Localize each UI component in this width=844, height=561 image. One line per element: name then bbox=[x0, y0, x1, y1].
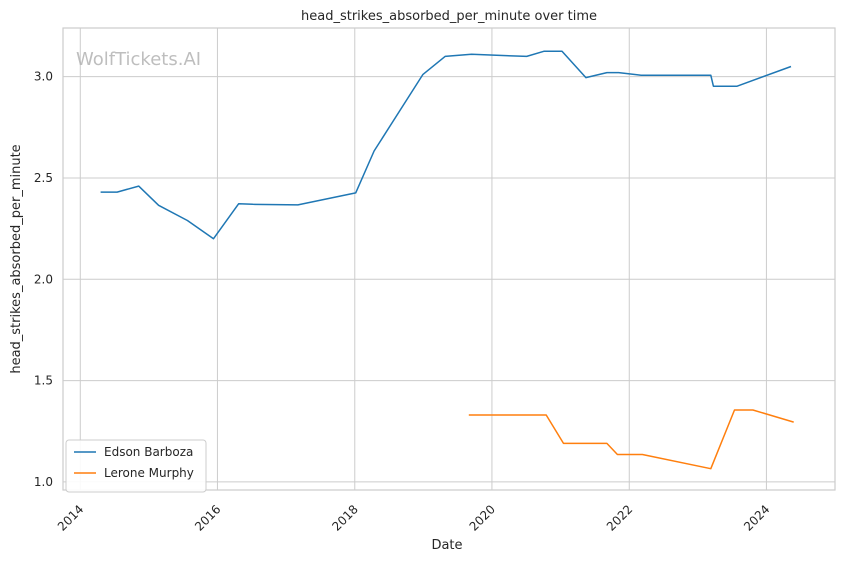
x-tick-label: 2022 bbox=[604, 502, 635, 533]
y-tick-label: 2.0 bbox=[34, 272, 53, 286]
y-tick-label: 1.0 bbox=[34, 475, 53, 489]
plot-frame bbox=[62, 27, 836, 491]
y-tick-labels: 1.0 1.5 2.0 2.5 3.0 bbox=[34, 70, 53, 489]
x-tick-label: 2020 bbox=[467, 502, 498, 533]
y-tick-label: 3.0 bbox=[34, 70, 53, 84]
series-line-0 bbox=[100, 50, 792, 240]
y-tick-label: 2.5 bbox=[34, 171, 53, 185]
grid-lines bbox=[63, 28, 835, 490]
x-tick-labels: 2014 2016 2018 2020 2022 2024 bbox=[55, 502, 773, 533]
x-tick-label: 2014 bbox=[55, 502, 86, 533]
series-line-1 bbox=[468, 409, 794, 470]
legend-box bbox=[65, 439, 207, 493]
x-tick-label: 2016 bbox=[192, 502, 223, 533]
watermark-text: WolfTickets.AI bbox=[76, 49, 201, 70]
legend-label: Edson Barboza bbox=[104, 445, 193, 459]
x-tick-label: 2018 bbox=[329, 502, 360, 533]
series-lines bbox=[100, 50, 794, 470]
x-axis-label: Date bbox=[431, 538, 462, 553]
chart-title: head_strikes_absorbed_per_minute over ti… bbox=[301, 9, 597, 24]
y-tick-label: 1.5 bbox=[34, 374, 53, 388]
legend: Edson Barboza Lerone Murphy bbox=[65, 439, 207, 493]
x-tick-label: 2024 bbox=[741, 502, 772, 533]
legend-label: Lerone Murphy bbox=[104, 466, 194, 480]
y-axis-label: head_strikes_absorbed_per_minute bbox=[9, 144, 24, 373]
